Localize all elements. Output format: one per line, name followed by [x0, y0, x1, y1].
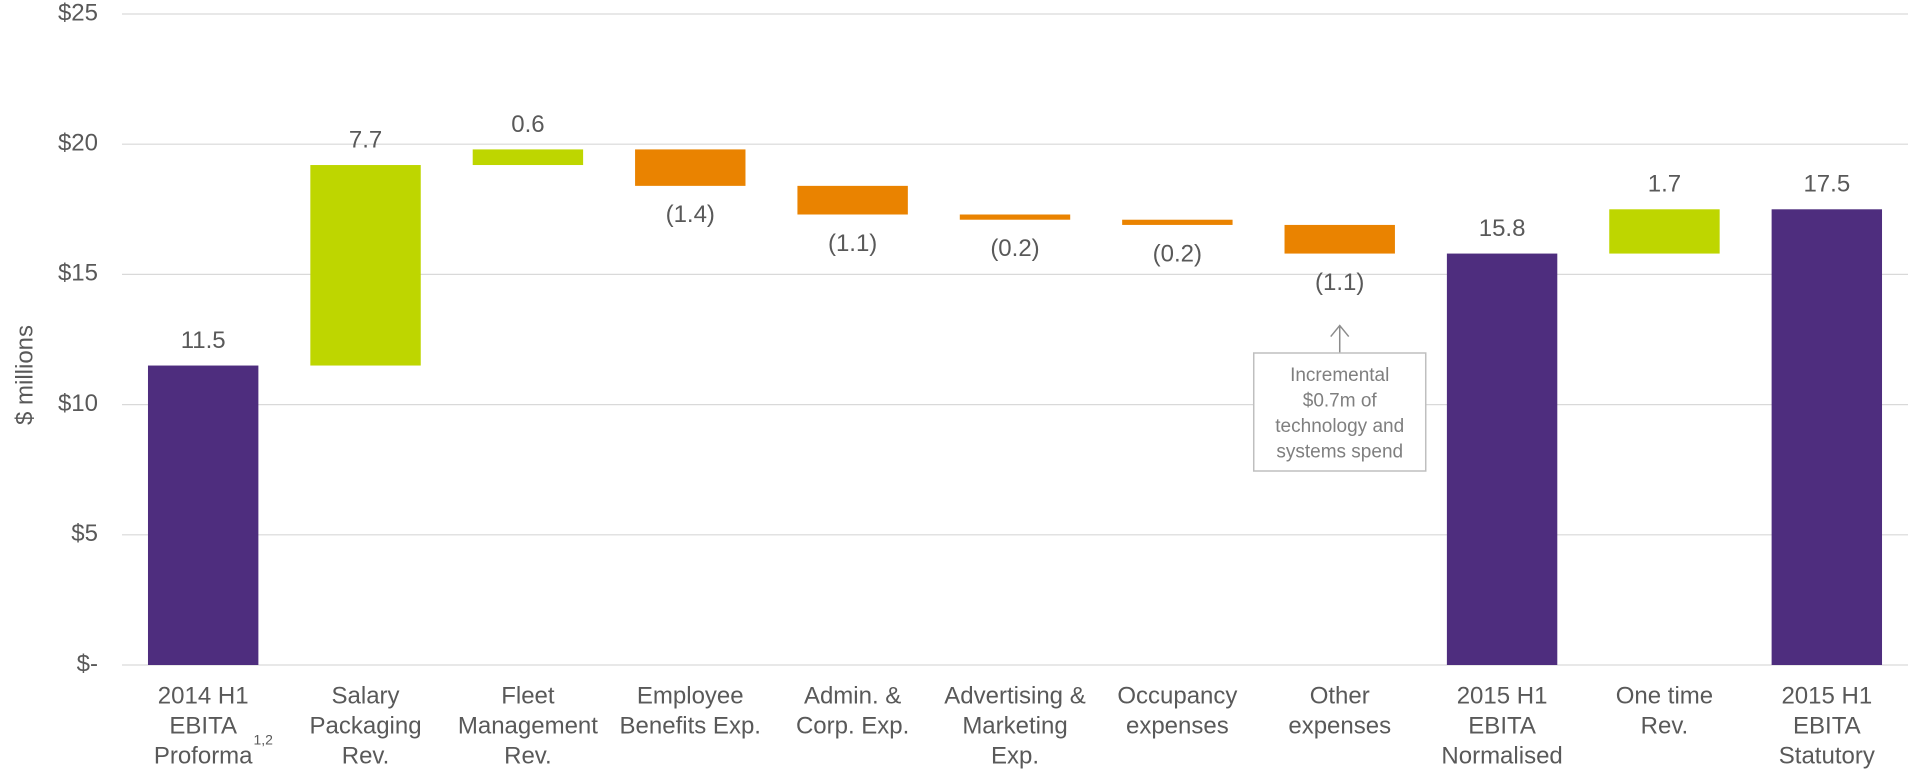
y-axis-label: $ millions [11, 325, 38, 425]
bar [472, 149, 584, 166]
x-tick-label: 2015 H1 [1457, 682, 1548, 709]
x-tick-label: Admin. & [804, 682, 901, 709]
y-tick-label: $5 [71, 520, 98, 547]
data-label: (1.4) [666, 201, 715, 228]
x-tick-label: Rev. [1641, 712, 1689, 739]
bar [1771, 209, 1883, 666]
x-tick-label: EBITA [1793, 712, 1861, 739]
x-tick-label: Rev. [342, 742, 390, 769]
annotation-text: $0.7m of [1303, 391, 1378, 412]
bar [310, 165, 421, 366]
x-tick-label: Corp. Exp. [796, 712, 909, 739]
bar [147, 365, 259, 665]
x-tick-label: Employee [637, 682, 744, 709]
x-tick-label: Salary [332, 682, 400, 709]
bar [1122, 219, 1233, 225]
annotation-box [1252, 352, 1427, 472]
y-tick-label: $- [77, 650, 98, 677]
x-tick-label: 2014 H1 [158, 682, 249, 709]
x-tick-label: Statutory [1779, 742, 1875, 769]
data-label: 7.7 [349, 126, 382, 153]
y-tick-label: $20 [58, 130, 98, 157]
bar [1446, 253, 1558, 665]
data-label: (0.2) [990, 235, 1039, 262]
bar [1609, 209, 1720, 254]
y-tick-label: $15 [58, 260, 98, 287]
annotation-arrowhead [1330, 324, 1350, 338]
data-label: (1.1) [828, 230, 877, 257]
y-tick-label: $10 [58, 390, 98, 417]
x-tick-label: Other [1310, 682, 1370, 709]
x-tick-label: Rev. [504, 742, 552, 769]
x-tick-label: Benefits Exp. [620, 712, 761, 739]
data-label: 11.5 [181, 327, 226, 354]
x-tick-label: EBITA [169, 712, 237, 739]
bar [635, 149, 746, 186]
x-tick-label: Marketing [962, 712, 1067, 739]
x-tick-label: Packaging [310, 712, 422, 739]
data-label: 1.7 [1648, 171, 1681, 198]
x-tick-label: EBITA [1468, 712, 1536, 739]
x-tick-label: One time [1616, 682, 1713, 709]
data-label: (1.1) [1315, 269, 1364, 296]
x-tick-label: expenses [1126, 712, 1229, 739]
x-tick-label: Proforma [154, 742, 253, 769]
data-label: 0.6 [511, 111, 544, 138]
bar [959, 214, 1071, 220]
x-tick-label: Normalised [1441, 742, 1562, 769]
x-tick-label: Fleet [501, 682, 555, 709]
annotation-text: Incremental [1290, 365, 1389, 386]
x-tick-label: Occupancy [1117, 682, 1237, 709]
bar [797, 185, 908, 215]
annotation-text: systems spend [1276, 442, 1403, 463]
y-tick-label: $25 [58, 0, 98, 26]
data-label: (0.2) [1153, 240, 1202, 267]
annotation-text: technology and [1275, 416, 1404, 437]
bar [1284, 224, 1395, 254]
x-tick-label: Exp. [991, 742, 1039, 769]
data-label: 15.8 [1479, 215, 1526, 242]
data-label: 17.5 [1803, 171, 1850, 198]
x-tick-label: expenses [1288, 712, 1391, 739]
x-tick-label: 2015 H1 [1781, 682, 1872, 709]
footnote-mark: 1,2 [253, 732, 273, 748]
x-tick-label: Management [458, 712, 598, 739]
x-tick-label: Advertising & [944, 682, 1085, 709]
